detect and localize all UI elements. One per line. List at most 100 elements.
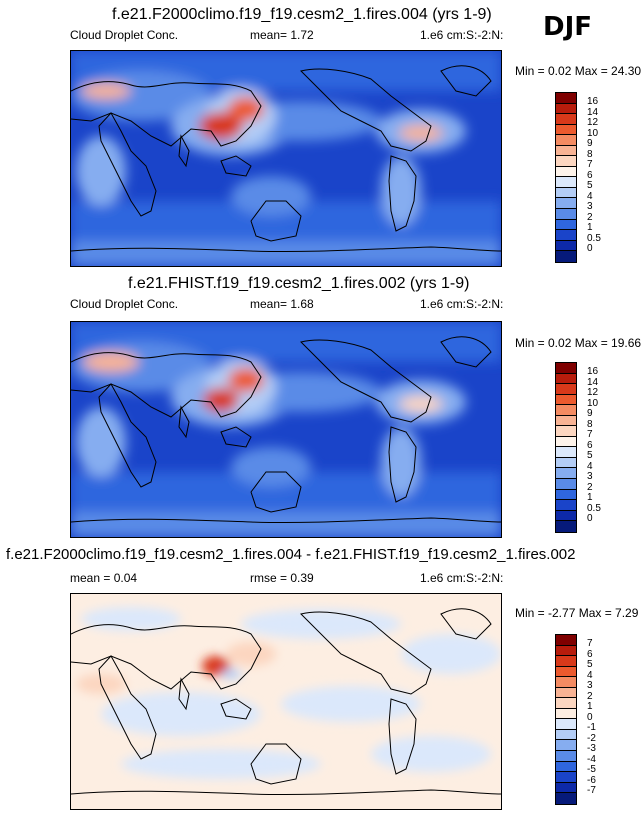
panel-1-tick: 0.5 bbox=[587, 233, 601, 244]
panel-3-swatch bbox=[556, 793, 576, 804]
panel-1-swatch bbox=[556, 251, 576, 262]
panel-3-tick: 0 bbox=[587, 712, 593, 723]
panel-2-swatch bbox=[556, 447, 576, 458]
panel-2-swatch bbox=[556, 394, 576, 406]
panel-3-swatch bbox=[556, 635, 576, 646]
panel-2-tick: 9 bbox=[587, 408, 593, 419]
panel-2-swatch bbox=[556, 426, 576, 437]
panel-3-swatch bbox=[556, 729, 576, 741]
panel-1-swatch bbox=[556, 219, 576, 231]
panel-3-units: 1.e6 cm:S:-2:N: bbox=[420, 571, 504, 585]
panel-1-tick: 14 bbox=[587, 107, 599, 118]
panel-2-tick: 4 bbox=[587, 461, 593, 472]
panel-2-variable: Cloud Droplet Conc. bbox=[70, 297, 179, 311]
panel-1-tick: 5 bbox=[587, 180, 593, 191]
panel-1-swatch bbox=[556, 114, 576, 125]
panel-2-tick: 16 bbox=[587, 366, 599, 377]
panel-3-rmse: rmse = 0.39 bbox=[250, 571, 314, 585]
panel-3-swatch bbox=[556, 677, 576, 688]
panel-3-swatch bbox=[556, 740, 576, 752]
panel-3-swatch bbox=[556, 645, 576, 657]
panel-1-minmax: Min = 0.02 Max = 24.30 bbox=[515, 64, 642, 78]
panel-3-swatch bbox=[556, 772, 576, 783]
panel-1-tick: 3 bbox=[587, 201, 593, 212]
panel-2-colorbar bbox=[555, 362, 577, 533]
panel-1-tick: 12 bbox=[587, 117, 599, 128]
panel-1-tick: 9 bbox=[587, 138, 593, 149]
panel-2-swatch bbox=[556, 489, 576, 501]
panel-2-tick: 0 bbox=[587, 513, 593, 524]
panel-1-colorbar bbox=[555, 92, 577, 263]
panel-3-tick: 5 bbox=[587, 659, 593, 670]
panel-1-swatch bbox=[556, 145, 576, 157]
panel-2-tick: 7 bbox=[587, 429, 593, 440]
panel-2-tick: 0.5 bbox=[587, 503, 601, 514]
panel-3-tick: -1 bbox=[587, 722, 596, 733]
panel-3-tick: 3 bbox=[587, 680, 593, 691]
panel-3-tick: -3 bbox=[587, 743, 596, 754]
panel-1-tick: 7 bbox=[587, 159, 593, 170]
panel-1-tick: 1 bbox=[587, 222, 593, 233]
panel-3-swatch bbox=[556, 761, 576, 773]
panel-3-tick: 1 bbox=[587, 701, 593, 712]
panel-2-map bbox=[70, 321, 502, 538]
panel-2-swatch bbox=[556, 457, 576, 469]
panel-1-tick: 10 bbox=[587, 128, 599, 139]
panel-3-swatch bbox=[556, 698, 576, 709]
panel-3-swatch bbox=[556, 719, 576, 730]
panel-1-tick: 2 bbox=[587, 212, 593, 223]
panel-1-title: f.e21.F2000climo.f19_f19.cesm2_1.fires.0… bbox=[112, 6, 492, 23]
panel-1-tick: 16 bbox=[587, 96, 599, 107]
panel-1-swatch bbox=[556, 177, 576, 188]
panel-1-swatch bbox=[556, 156, 576, 167]
panel-2-swatch bbox=[556, 363, 576, 374]
panel-3-swatch bbox=[556, 666, 576, 678]
panel-1-units: 1.e6 cm:S:-2:N: bbox=[420, 28, 504, 42]
panel-3-tick: -5 bbox=[587, 764, 596, 775]
panel-2-swatch bbox=[556, 510, 576, 522]
panel-3-tick: -2 bbox=[587, 733, 596, 744]
panel-2-swatch bbox=[556, 405, 576, 416]
panel-2-swatch bbox=[556, 468, 576, 480]
panel-1-swatch bbox=[556, 93, 576, 104]
panel-3-tick: 6 bbox=[587, 649, 593, 660]
panel-1-swatch bbox=[556, 209, 576, 220]
panel-3-map bbox=[70, 593, 502, 810]
panel-2-swatch bbox=[556, 384, 576, 395]
panel-2-mean: mean= 1.68 bbox=[250, 297, 314, 311]
panel-2-tick: 8 bbox=[587, 419, 593, 430]
panel-3-swatch bbox=[556, 782, 576, 794]
panel-3-tick: -6 bbox=[587, 775, 596, 786]
panel-3-tick: 7 bbox=[587, 638, 593, 649]
panel-3-swatch bbox=[556, 708, 576, 720]
panel-2-title: f.e21.FHIST.f19_f19.cesm2_1.fires.002 (y… bbox=[128, 275, 470, 292]
panel-2-tick: 14 bbox=[587, 377, 599, 388]
panel-1-swatch bbox=[556, 230, 576, 241]
panel-2-tick: 5 bbox=[587, 450, 593, 461]
panel-2-minmax: Min = 0.02 Max = 19.66 bbox=[515, 336, 642, 350]
panel-3-title: f.e21.F2000climo.f19_f19.cesm2_1.fires.0… bbox=[6, 546, 576, 563]
panel-1-variable: Cloud Droplet Conc. bbox=[70, 28, 179, 42]
panel-2-tick: 3 bbox=[587, 471, 593, 482]
panel-1-map bbox=[70, 50, 502, 267]
panel-1-swatch bbox=[556, 135, 576, 146]
panel-2-tick: 10 bbox=[587, 398, 599, 409]
panel-1-swatch bbox=[556, 198, 576, 210]
panel-1-swatch bbox=[556, 103, 576, 115]
panel-2-swatch bbox=[556, 479, 576, 490]
panel-2-tick: 2 bbox=[587, 482, 593, 493]
season-label: DJF bbox=[543, 12, 593, 42]
panel-3-swatch bbox=[556, 751, 576, 762]
panel-3-tick: -4 bbox=[587, 754, 596, 765]
panel-2-tick: 12 bbox=[587, 387, 599, 398]
panel-2-swatch bbox=[556, 373, 576, 385]
panel-3-tick: 4 bbox=[587, 670, 593, 681]
panel-1-swatch bbox=[556, 124, 576, 136]
panel-3-minmax: Min = -2.77 Max = 7.29 bbox=[515, 606, 639, 620]
panel-2-swatch bbox=[556, 500, 576, 511]
panel-1-swatch bbox=[556, 240, 576, 252]
panel-3-swatch bbox=[556, 687, 576, 699]
panel-3-colorbar bbox=[555, 634, 577, 805]
panel-2-swatch bbox=[556, 436, 576, 448]
panel-1-swatch bbox=[556, 187, 576, 199]
